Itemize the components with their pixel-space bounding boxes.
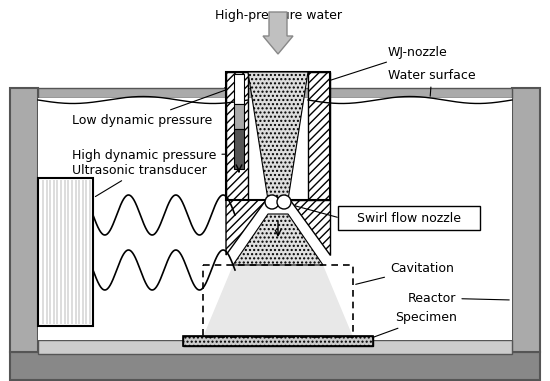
Bar: [38, 88, 512, 98]
Polygon shape: [203, 265, 353, 337]
FancyArrow shape: [263, 12, 293, 54]
Bar: [71, 180, 73, 324]
Text: WJ-nozzle: WJ-nozzle: [328, 45, 448, 81]
Text: Ultrasonic transducer: Ultrasonic transducer: [72, 163, 207, 197]
Bar: [85, 180, 87, 324]
Bar: [308, 72, 330, 200]
Bar: [42, 180, 44, 324]
Bar: [38, 340, 512, 354]
Polygon shape: [226, 200, 266, 255]
Text: Reactor: Reactor: [408, 291, 509, 304]
FancyBboxPatch shape: [338, 206, 480, 230]
Bar: [226, 72, 330, 200]
Bar: [38, 178, 93, 326]
Text: Cavitation: Cavitation: [356, 261, 454, 284]
Bar: [234, 129, 244, 169]
Text: Low dynamic pressure: Low dynamic pressure: [72, 88, 230, 126]
Bar: [226, 72, 248, 200]
Text: High dynamic pressure: High dynamic pressure: [72, 149, 240, 162]
Bar: [78, 180, 80, 324]
Bar: [10, 352, 540, 380]
Bar: [234, 104, 244, 129]
Bar: [82, 180, 84, 324]
Bar: [75, 180, 76, 324]
Bar: [53, 180, 55, 324]
Text: Specimen: Specimen: [366, 312, 457, 340]
Text: High-pressure water: High-pressure water: [214, 9, 342, 22]
Bar: [38, 98, 512, 340]
Bar: [67, 180, 69, 324]
Text: Water surface: Water surface: [388, 69, 476, 96]
Polygon shape: [290, 200, 330, 255]
Bar: [203, 265, 353, 337]
Bar: [50, 180, 51, 324]
Bar: [234, 74, 244, 104]
Bar: [10, 88, 38, 352]
Circle shape: [277, 195, 291, 209]
Bar: [57, 180, 58, 324]
Circle shape: [265, 195, 279, 209]
Bar: [183, 336, 373, 346]
Bar: [60, 180, 62, 324]
Bar: [89, 180, 91, 324]
Bar: [512, 88, 540, 352]
Text: Swirl flow nozzle: Swirl flow nozzle: [357, 211, 461, 224]
Bar: [183, 336, 373, 346]
Polygon shape: [233, 214, 323, 265]
Polygon shape: [248, 72, 308, 200]
Bar: [64, 180, 65, 324]
Bar: [46, 180, 48, 324]
